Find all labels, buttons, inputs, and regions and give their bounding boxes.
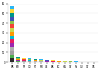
Bar xyxy=(39,59,43,60)
Bar xyxy=(22,60,26,61)
Bar xyxy=(63,61,66,62)
Bar xyxy=(10,6,14,9)
Bar xyxy=(22,58,26,59)
Bar xyxy=(10,21,14,24)
Bar xyxy=(16,60,20,61)
Bar xyxy=(10,39,14,43)
Bar xyxy=(28,59,32,60)
Bar xyxy=(22,61,26,62)
Bar xyxy=(10,55,14,58)
Bar xyxy=(34,59,37,60)
Bar xyxy=(45,60,49,61)
Bar xyxy=(16,59,20,60)
Bar xyxy=(10,17,14,21)
Bar xyxy=(16,58,20,59)
Bar xyxy=(28,60,32,61)
Bar xyxy=(51,60,55,61)
Bar xyxy=(34,60,37,61)
Bar xyxy=(10,13,14,17)
Bar xyxy=(10,36,14,39)
Bar xyxy=(10,47,14,51)
Bar xyxy=(57,61,61,62)
Bar xyxy=(10,28,14,32)
Bar xyxy=(16,57,20,58)
Bar xyxy=(39,60,43,61)
Bar xyxy=(51,61,55,62)
Bar xyxy=(45,61,49,62)
Bar xyxy=(22,59,26,60)
Bar xyxy=(28,61,32,62)
Bar xyxy=(39,61,43,62)
Bar xyxy=(10,32,14,36)
Bar xyxy=(10,9,14,13)
Bar xyxy=(10,24,14,28)
Bar xyxy=(16,61,20,62)
Bar xyxy=(10,58,14,62)
Bar xyxy=(28,58,32,59)
Bar xyxy=(10,51,14,55)
Bar xyxy=(34,61,37,62)
Bar xyxy=(10,43,14,47)
